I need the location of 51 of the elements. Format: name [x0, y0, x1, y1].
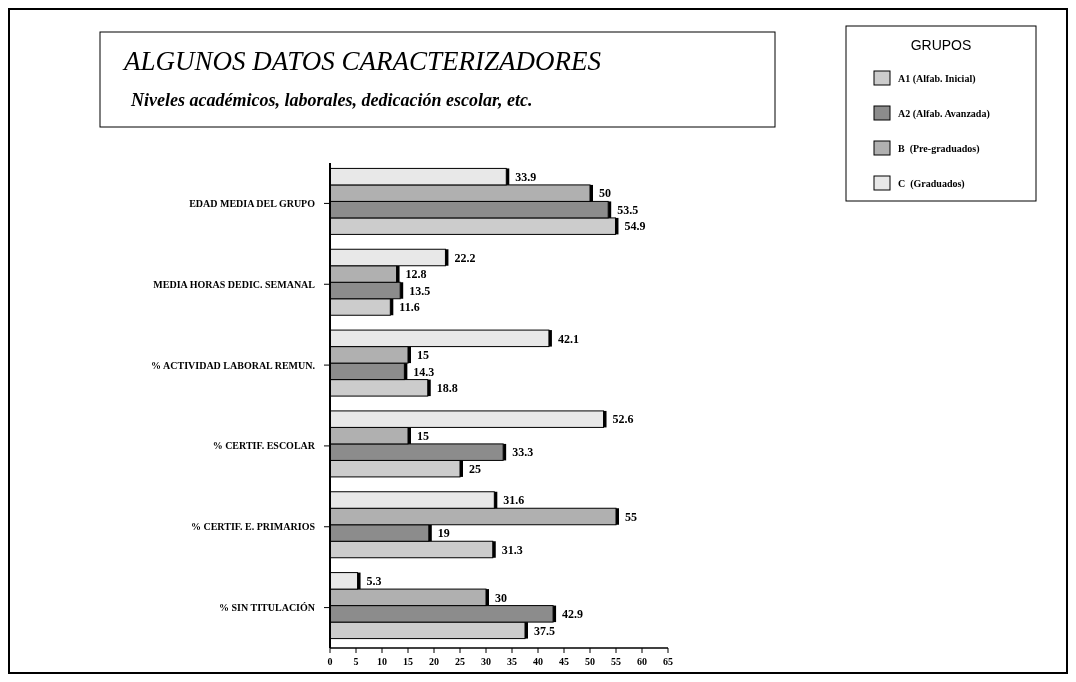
data-label: 54.9: [624, 219, 646, 234]
data-label: 19: [437, 526, 450, 541]
data-label: 22.2: [454, 250, 476, 265]
y-tick-label: EDAD MEDIA DEL GRUPO: [189, 197, 316, 209]
legend-label: A1 (Alfab. Inicial): [898, 72, 976, 85]
data-label: 52.6: [612, 412, 634, 427]
chart-subtitle: Niveles académicos, laborales, dedicación escolar, etc.: [130, 90, 533, 110]
x-tick-label: 0: [327, 656, 333, 667]
legend-title: GRUPOS: [910, 37, 972, 53]
data-label: 12.8: [405, 267, 427, 282]
data-label: 42.9: [562, 607, 584, 622]
data-label: 13.5: [409, 283, 431, 298]
x-tick-label: 35: [507, 656, 517, 667]
x-tick-label: 30: [481, 656, 491, 667]
data-label: 31.6: [503, 493, 525, 508]
legend-label: C (Graduados): [898, 177, 965, 190]
x-tick-label: 10: [377, 656, 387, 667]
data-label: 5.3: [366, 574, 382, 589]
data-label: 37.5: [534, 623, 555, 638]
y-tick-label: % ACTIVIDAD LABORAL REMUN.: [151, 359, 316, 371]
x-tick-label: 50: [585, 656, 595, 667]
x-tick-label: 15: [403, 656, 413, 667]
y-tick-label: MEDIA HORAS DEDIC. SEMANAL: [153, 278, 316, 290]
data-label: 55: [625, 509, 637, 524]
legend-label: A2 (Alfab. Avanzada): [898, 107, 990, 120]
x-tick-label: 45: [559, 656, 569, 667]
data-label: 30: [495, 590, 507, 605]
chart-title: ALGUNOS DATOS CARACTERIZADORES: [122, 46, 602, 76]
x-tick-label: 20: [429, 656, 439, 667]
data-label: 25: [469, 461, 481, 476]
y-tick-label: % SIN TITULACIÓN: [219, 602, 316, 614]
x-tick-label: 25: [455, 656, 465, 667]
data-label: 15: [417, 428, 429, 443]
data-label: 42.1: [557, 331, 579, 346]
data-label: 50: [599, 186, 611, 201]
data-label: 15: [417, 348, 429, 363]
data-label: 33.9: [515, 169, 537, 184]
data-label: 14.3: [413, 364, 435, 379]
y-tick-label: % CERTIF. ESCOLAR: [212, 440, 316, 452]
y-tick-label: % CERTIF. E. PRIMARIOS: [190, 521, 316, 533]
data-label: 53.5: [617, 202, 639, 217]
data-label: 31.3: [501, 542, 523, 557]
x-tick-label: 60: [637, 656, 647, 667]
data-label: 18.8: [436, 381, 458, 396]
x-tick-label: 40: [533, 656, 543, 667]
data-label: 33.3: [512, 445, 534, 460]
data-label: 11.6: [399, 300, 420, 315]
x-tick-label: 5: [353, 656, 359, 667]
x-tick-label: 65: [663, 656, 673, 667]
x-tick-label: 55: [611, 656, 621, 667]
legend-label: B (Pre-graduados): [898, 142, 980, 155]
